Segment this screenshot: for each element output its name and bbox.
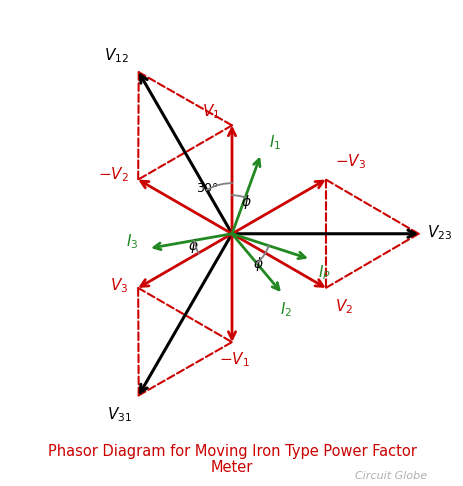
Text: $I_3$: $I_3$	[126, 233, 138, 251]
Text: $\phi$: $\phi$	[188, 237, 199, 255]
Text: $- V_1$: $- V_1$	[219, 350, 250, 369]
Text: $V_{31}$: $V_{31}$	[106, 405, 131, 424]
Text: $V_1$: $V_1$	[201, 102, 219, 121]
Text: $I_2$: $I_2$	[279, 301, 291, 319]
Text: $- V_2$: $- V_2$	[97, 165, 128, 184]
Text: $\phi$: $\phi$	[241, 193, 251, 211]
Text: $I_1$: $I_1$	[268, 133, 280, 152]
Text: $V_{23}$: $V_{23}$	[426, 223, 451, 242]
Text: Meter: Meter	[210, 460, 253, 475]
Text: $30°$: $30°$	[196, 181, 219, 194]
Text: Circuit Globe: Circuit Globe	[354, 471, 426, 481]
Text: Phasor Diagram for Moving Iron Type Power Factor: Phasor Diagram for Moving Iron Type Powe…	[48, 444, 415, 459]
Text: $I_P$: $I_P$	[317, 263, 330, 282]
Text: $V_3$: $V_3$	[110, 276, 128, 295]
Text: $\phi$: $\phi$	[253, 255, 263, 273]
Text: $- V_3$: $- V_3$	[335, 153, 366, 171]
Text: $V_{12}$: $V_{12}$	[104, 46, 129, 65]
Text: $V_2$: $V_2$	[335, 297, 353, 316]
